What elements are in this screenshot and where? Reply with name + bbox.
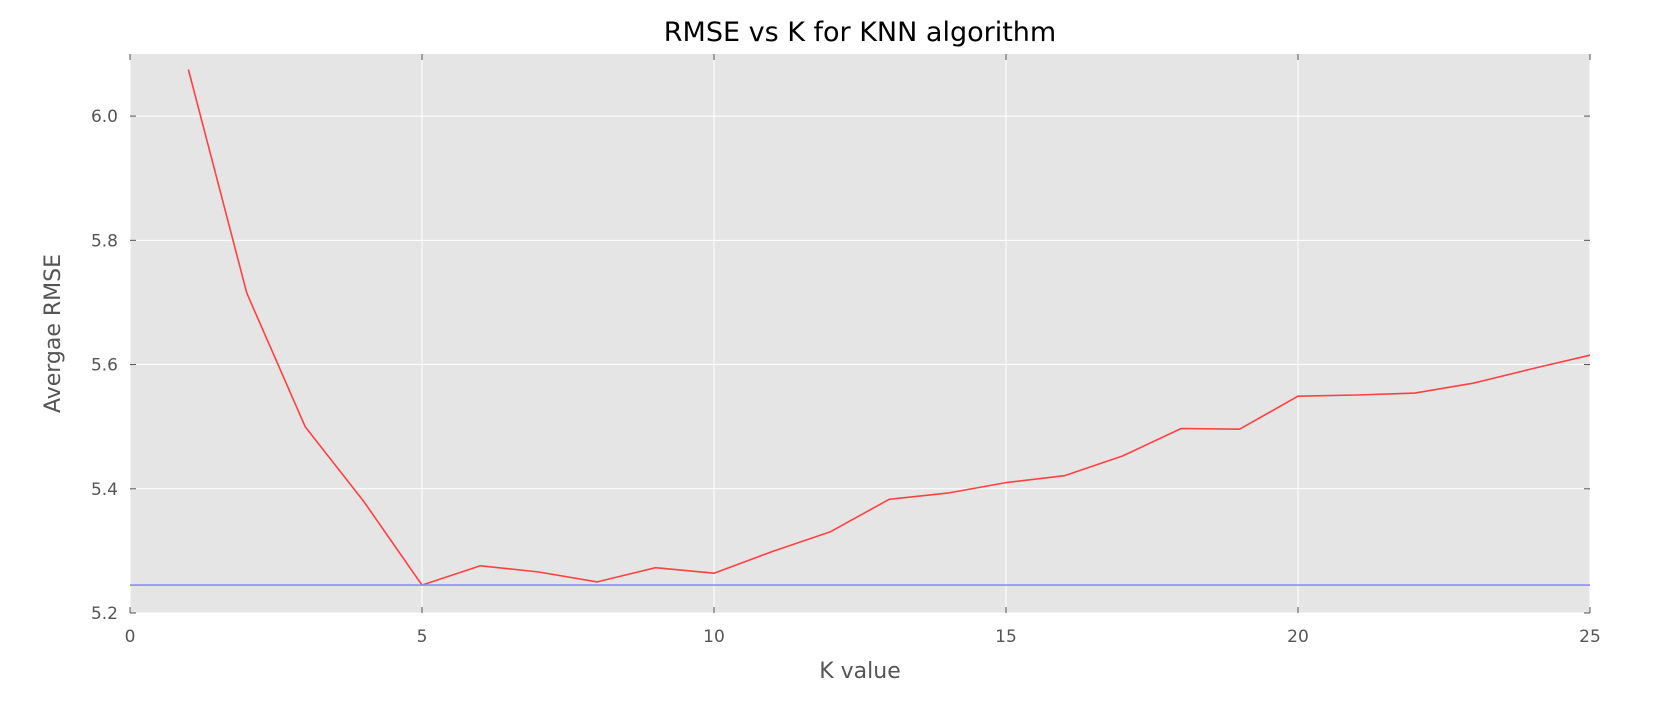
grid-lines (129, 54, 1591, 614)
rmse-data-point (946, 491, 950, 495)
rmse-data-point (420, 583, 424, 587)
rmse-data-point (1530, 367, 1534, 371)
y-tick-label: 5.4 (91, 480, 118, 500)
rmse-data-point (537, 570, 541, 574)
rmse-data-point (1471, 381, 1475, 385)
x-tick-label: 20 (1287, 627, 1309, 647)
rmse-data-point (595, 580, 599, 584)
rmse-data-point (186, 68, 190, 72)
rmse-data-point (245, 291, 249, 295)
y-axis-label: Avergae RMSE (41, 254, 66, 413)
rmse-data-point (1413, 391, 1417, 395)
rmse-data-point (478, 564, 482, 568)
y-tick-label: 6.0 (91, 107, 118, 127)
rmse-data-point (829, 530, 833, 534)
rmse-data-point (362, 499, 366, 503)
x-tick-label: 0 (125, 627, 136, 647)
data-series (130, 69, 1591, 586)
rmse-data-point (770, 550, 774, 554)
rmse-data-point (887, 497, 891, 501)
rmse-data-point (1238, 427, 1242, 431)
x-tick-label: 25 (1579, 627, 1601, 647)
x-tick-label: 5 (417, 627, 428, 647)
chart-title: RMSE vs K for KNN algorithm (664, 17, 1056, 48)
rmse-data-point (1062, 474, 1066, 478)
tick-labels: 0 5 10 15 20 25 5.2 5.4 5.6 5.8 6.0 (91, 107, 1601, 647)
y-tick-label: 5.6 (91, 356, 118, 376)
x-tick-label: 10 (703, 627, 725, 647)
x-axis-label: K value (819, 659, 901, 684)
reference-line-point (1588, 583, 1592, 587)
rmse-data-point (1179, 427, 1183, 431)
x-tick-label: 15 (995, 627, 1017, 647)
rmse-data-point (1296, 394, 1300, 398)
rmse-data-point (712, 571, 716, 575)
y-tick-label: 5.2 (91, 604, 118, 624)
rmse-data-point (1004, 481, 1008, 485)
reference-line-point (128, 583, 132, 587)
axis-ticks (129, 54, 1591, 614)
plot-area (130, 54, 1590, 613)
rmse-data-point (654, 566, 658, 570)
rmse-data-point (1121, 454, 1125, 458)
rmse-data-point (1354, 393, 1358, 397)
y-tick-label: 5.8 (91, 231, 118, 251)
rmse-data-point (1588, 353, 1592, 357)
rmse-data-point (303, 425, 307, 429)
